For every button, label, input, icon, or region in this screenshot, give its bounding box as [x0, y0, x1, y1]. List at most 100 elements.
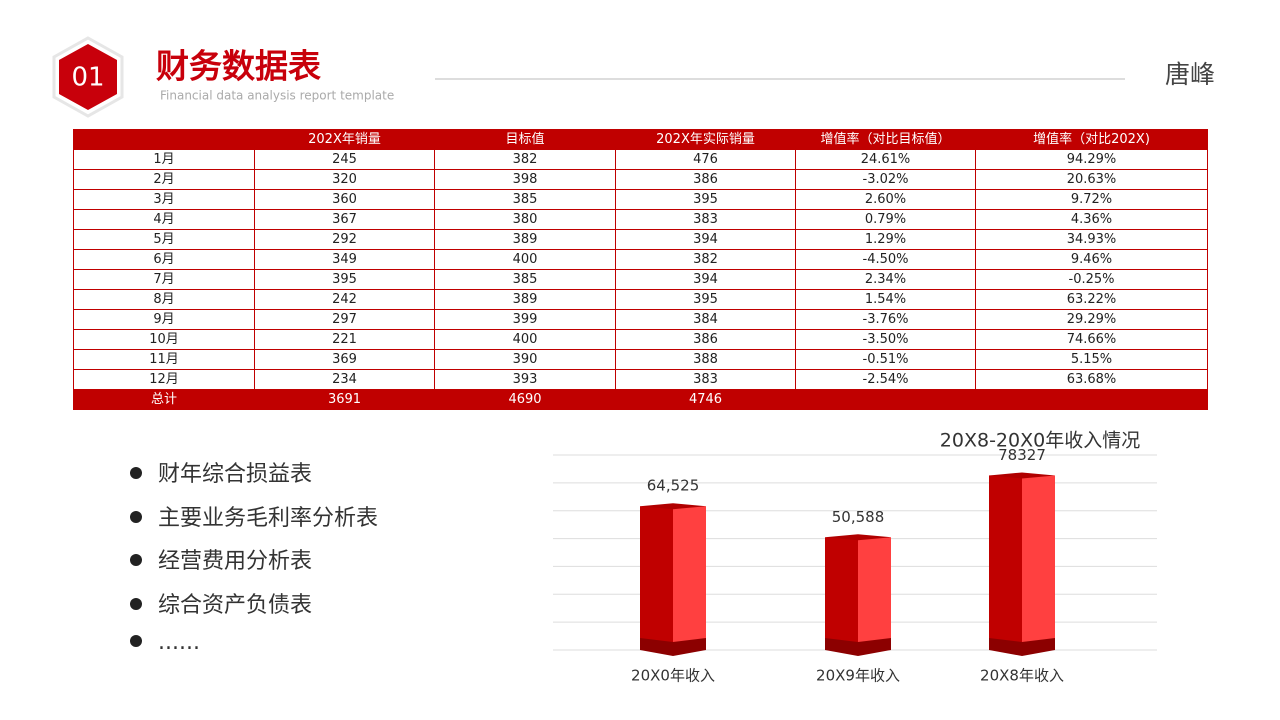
cell: 395 — [254, 269, 435, 290]
x-tick-label: 20X9年收入 — [816, 667, 900, 685]
cell: -3.50% — [795, 329, 976, 350]
section-number: 01 — [71, 63, 104, 93]
value-label: 64,525 — [647, 477, 700, 495]
cell: -0.51% — [795, 349, 976, 370]
total-cell: 总计 — [73, 389, 255, 410]
header-cell: 202X年销量 — [254, 129, 435, 150]
cell: 349 — [254, 249, 435, 270]
total-cell: 4746 — [615, 389, 796, 410]
table-row: 6月 349 400 382 -4.50% 9.46% — [73, 249, 1208, 270]
bar-top — [825, 534, 891, 541]
cell: 5月 — [73, 229, 255, 250]
cell: 9月 — [73, 309, 255, 330]
cell: 2.60% — [795, 189, 976, 210]
cell: -3.76% — [795, 309, 976, 330]
bar-base — [989, 638, 1055, 656]
cell: -4.50% — [795, 249, 976, 270]
bullet-text: 主要业务毛利率分析表 — [158, 505, 379, 531]
cell: 0.79% — [795, 209, 976, 230]
cell: -2.54% — [795, 369, 976, 390]
cell: 34.93% — [975, 229, 1208, 250]
cell: 395 — [615, 289, 796, 310]
bullet-dot — [130, 635, 142, 647]
total-cell — [975, 389, 1208, 410]
header-cell: 202X年实际销量 — [615, 129, 796, 150]
table-row: 11月 369 390 388 -0.51% 5.15% — [73, 349, 1208, 370]
bullet-dot — [130, 467, 142, 479]
header-cell: 增值率（对比目标值） — [795, 129, 976, 150]
chart: 20X8-20X0年收入情况 64,525 20X0年收入 50,588 20X9年收… — [553, 430, 1157, 685]
bar — [989, 475, 1022, 650]
header-row: 202X年销量 目标值 202X年实际销量 增值率（对比目标值） 增值率（对比202X) — [73, 129, 1208, 150]
cell: 4月 — [73, 209, 255, 230]
table-row: 1月 245 382 476 24.61% 94.29% — [73, 149, 1208, 170]
cell: 399 — [434, 309, 616, 330]
cell: 63.68% — [975, 369, 1208, 390]
cell: 5.15% — [975, 349, 1208, 370]
bullet-dot — [130, 597, 142, 610]
bar-top — [989, 472, 1055, 479]
cell: 29.29% — [975, 309, 1208, 330]
cell: 11月 — [73, 349, 255, 370]
bullet-text: 财年综合损益表 — [158, 462, 313, 487]
x-tick-label: 20X8年收入 — [980, 667, 1064, 685]
cell: 360 — [254, 189, 435, 210]
cell: 383 — [615, 369, 796, 390]
bar-side — [1022, 475, 1055, 650]
bullet-text: ...... — [158, 630, 200, 655]
cell: 20.63% — [975, 169, 1208, 190]
cell: 24.61% — [795, 149, 976, 170]
cell: 74.66% — [975, 329, 1208, 350]
cell: 395 — [615, 189, 796, 210]
header-cell — [73, 129, 255, 150]
cell: 386 — [615, 329, 796, 350]
cell: 382 — [615, 249, 796, 270]
cell: 1.54% — [795, 289, 976, 310]
cell: 1.29% — [795, 229, 976, 250]
bullet-text: 综合资产负债表 — [158, 592, 313, 618]
cell: 6月 — [73, 249, 255, 270]
table-row: 4月 367 380 383 0.79% 4.36% — [73, 209, 1208, 230]
cell: 393 — [434, 369, 616, 390]
table-row: 2月 320 398 386 -3.02% 20.63% — [73, 169, 1208, 190]
cell: 94.29% — [975, 149, 1208, 170]
cell: 380 — [434, 209, 616, 230]
cell: 245 — [254, 149, 435, 170]
bullet-text: 经营费用分析表 — [158, 549, 313, 574]
value-label: 78327 — [998, 446, 1046, 464]
hexagon — [59, 44, 117, 110]
bullet-item: 综合资产负债表 — [130, 587, 312, 619]
cell: 394 — [615, 229, 796, 250]
chart-title: 20X8-20X0年收入情况 — [940, 430, 1140, 452]
cell: 63.22% — [975, 289, 1208, 310]
cell: 2.34% — [795, 269, 976, 290]
bullet-item: 财年综合损益表 — [130, 456, 312, 488]
cell: 394 — [615, 269, 796, 290]
cell: 221 — [254, 329, 435, 350]
cell: 9.72% — [975, 189, 1208, 210]
cell: 3月 — [73, 189, 255, 210]
bar — [640, 506, 673, 650]
bar — [825, 537, 858, 650]
bar-side — [858, 537, 891, 650]
total-cell: 3691 — [254, 389, 435, 410]
bar-side — [673, 506, 706, 650]
bullet-item: 主要业务毛利率分析表 — [130, 500, 378, 532]
cell: 242 — [254, 289, 435, 310]
cell: -3.02% — [795, 169, 976, 190]
cell: 2月 — [73, 169, 255, 190]
bar-base — [640, 638, 706, 656]
cell: 382 — [434, 149, 616, 170]
x-tick-label: 20X0年收入 — [631, 667, 715, 685]
table-row: 5月 292 389 394 1.29% 34.93% — [73, 229, 1208, 250]
cell: 4.36% — [975, 209, 1208, 230]
cell: 320 — [254, 169, 435, 190]
cell: 367 — [254, 209, 435, 230]
cell: -0.25% — [975, 269, 1208, 290]
cell: 8月 — [73, 289, 255, 310]
cell: 297 — [254, 309, 435, 330]
table-row: 12月 234 393 383 -2.54% 63.68% — [73, 369, 1208, 390]
bar-top — [640, 503, 706, 510]
bar-base — [825, 638, 891, 656]
